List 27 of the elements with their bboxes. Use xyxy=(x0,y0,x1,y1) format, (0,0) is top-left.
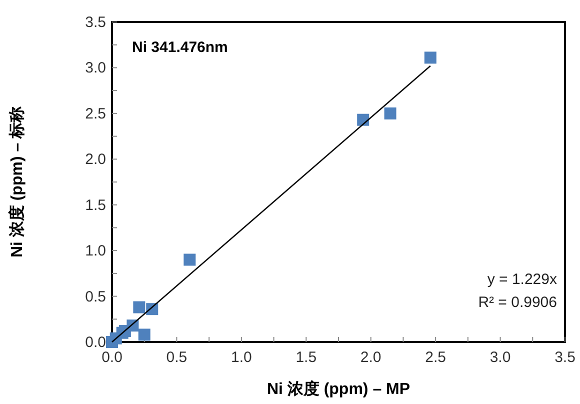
annotation: R² = 0.9906 xyxy=(478,294,557,311)
point xyxy=(133,301,146,314)
point xyxy=(138,328,150,341)
y-axis-title: Ni 浓度 (ppm) – 标称 xyxy=(7,106,26,258)
x-tick-label: 1.0 xyxy=(231,349,252,366)
y-tick-label: 2.5 xyxy=(85,105,106,122)
y-tick-label: 1.5 xyxy=(85,196,106,214)
x-tick-label: 1.5 xyxy=(296,349,317,366)
point xyxy=(184,254,196,266)
x-tick-label: 3.0 xyxy=(490,349,511,366)
y-tick-label: 0.0 xyxy=(85,334,106,351)
x-tick-label: 3.5 xyxy=(554,349,576,366)
y-tick-label: 3.0 xyxy=(85,60,106,77)
annotation: y = 1.229x xyxy=(487,271,558,288)
point xyxy=(357,114,370,126)
y-tick-label: 0.5 xyxy=(85,288,106,306)
x-axis-title: Ni 浓度 (ppm) – MP xyxy=(266,379,410,398)
y-tick-label: 2.0 xyxy=(85,151,106,168)
y-tick-label: 3.5 xyxy=(85,14,106,31)
point xyxy=(384,107,396,120)
y-tick-label: 1.0 xyxy=(85,242,106,260)
point xyxy=(424,52,436,64)
x-tick-label: 2.0 xyxy=(360,349,382,366)
x-tick-label: 0.0 xyxy=(102,349,122,366)
x-tick-label: 2.5 xyxy=(425,349,446,366)
x-tick-label: 0.5 xyxy=(166,349,188,366)
text: Ni 341.476nm xyxy=(132,39,228,56)
